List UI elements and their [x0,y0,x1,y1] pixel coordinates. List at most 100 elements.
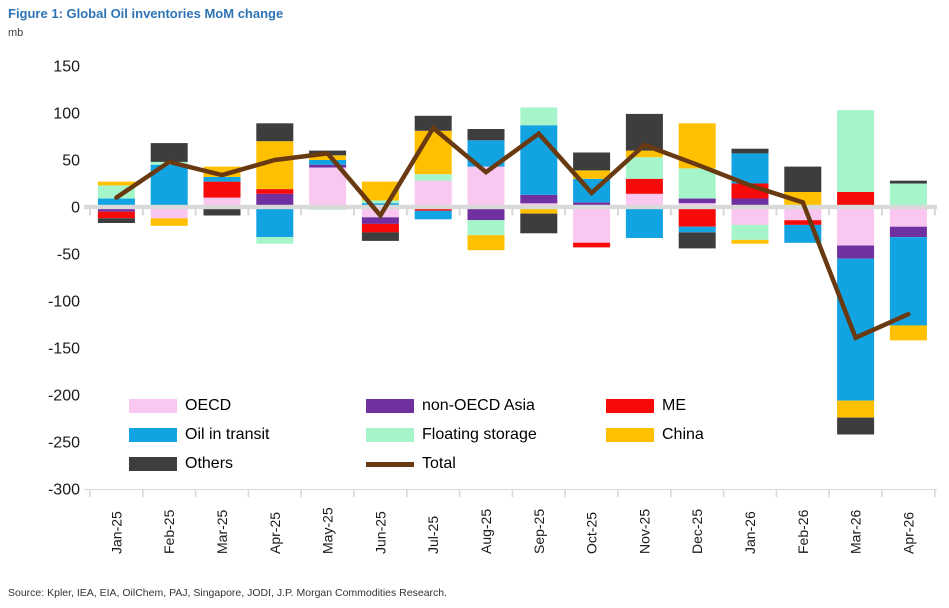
zero-tick [775,207,778,216]
bar-segment [731,207,769,225]
bar-segment [837,110,875,192]
zero-tick [89,207,91,216]
y-tick-label: -100 [48,294,80,311]
legend-label: non-OECD Asia [422,397,535,414]
bar-segment [467,129,505,141]
y-tick-label: -250 [48,435,80,452]
bar-segment [784,207,822,221]
bar-segment [889,237,927,326]
bar-segment [678,226,716,233]
legend-item-me: ME [606,395,806,417]
bar-segment [97,211,135,219]
x-tick-label: Sep-25 [531,509,547,554]
legend-item-others: Others [129,453,366,475]
bottom-tick [564,489,566,497]
zero-line [84,204,937,210]
bar-segment [97,198,135,207]
bar-segment [731,198,769,207]
bar-segment [678,168,716,199]
bar-segment [467,207,505,221]
y-tick-label: 150 [53,59,80,76]
bar-segment [414,174,452,181]
bar-segment [625,178,663,194]
bar-segment [731,239,769,244]
total-line [114,124,911,341]
bottom-tick [828,489,830,497]
legend-color-swatch [129,399,177,413]
legend-label: Floating storage [422,426,537,443]
bar-segment [203,166,241,177]
bar-segment [150,207,188,219]
zero-tick [405,207,408,216]
bar-segment [837,417,875,435]
bar-segment [256,237,294,244]
bar-segment [520,207,558,214]
bar-segment [150,143,188,162]
bar-segment [309,167,347,207]
bar-segment [837,258,875,401]
bar-segment [837,400,875,418]
bar-segment [784,192,822,207]
x-tick-label: Apr-26 [900,512,916,554]
x-tick-label: Aug-25 [478,509,494,554]
x-tick-label: Jan-25 [108,511,124,554]
bar-segment [573,170,611,179]
legend-label: ME [662,397,686,414]
bar-segment [361,232,399,241]
bar-segment [678,232,716,249]
zero-tick [933,207,936,216]
bar-segment [520,107,558,126]
legend-label: Others [185,455,234,472]
x-tick-label: Dec-25 [689,509,705,554]
bar-segment [625,157,663,179]
bar-segment [256,193,294,207]
bar-segment [256,207,294,238]
bottom-tick [247,489,250,497]
zero-tick [300,207,303,216]
x-tick-label: Jan-26 [742,511,758,554]
bar-segment [678,207,716,227]
bar-segment [361,223,399,233]
zero-tick [881,207,883,216]
bar-segment [889,325,927,341]
y-tick-label: -200 [48,388,80,405]
bar-segment [889,226,927,237]
bar-segment [837,192,875,207]
bar-segment [361,181,399,201]
bar-segment [309,164,347,168]
zero-tick [141,207,144,216]
y-tick-label: -50 [57,247,80,264]
zero-tick [247,207,250,216]
bar-segment [97,218,135,223]
legend-color-swatch [366,428,414,442]
legend-color-swatch [606,428,654,442]
bar-segment [256,123,294,142]
bottom-tick [458,489,461,497]
zero-tick [669,207,672,216]
zero-tick [828,207,831,216]
bar-segment [573,152,611,171]
bar-segment [203,176,241,182]
bottom-tick [670,489,672,497]
bar-segment [625,150,663,158]
source-note: Source: Kpler, IEA, EIA, OilChem, PAJ, S… [8,587,448,599]
x-tick-label: Feb-26 [795,509,811,554]
bar-segment [573,242,611,248]
bar-segment [520,213,558,234]
legend-color-swatch [129,428,177,442]
y-tick-label: -150 [48,341,80,358]
bar-segment [203,207,241,216]
bar-segment [889,207,927,227]
bar-segment [625,193,663,207]
x-tick-label: Mar-25 [214,509,230,554]
zero-axis-group [84,204,937,497]
bottom-tick [194,489,197,497]
chart-title: Figure 1: Global Oil inventories MoM cha… [8,6,284,21]
bar-segment [97,181,135,186]
bottom-tick [511,489,514,497]
bottom-tick [934,489,936,497]
zero-tick [194,207,197,216]
y-axis-labels: 150 100 50 0 -50 -100 -150 -200 -250 -300 [48,59,80,499]
bar-segment [414,210,452,220]
